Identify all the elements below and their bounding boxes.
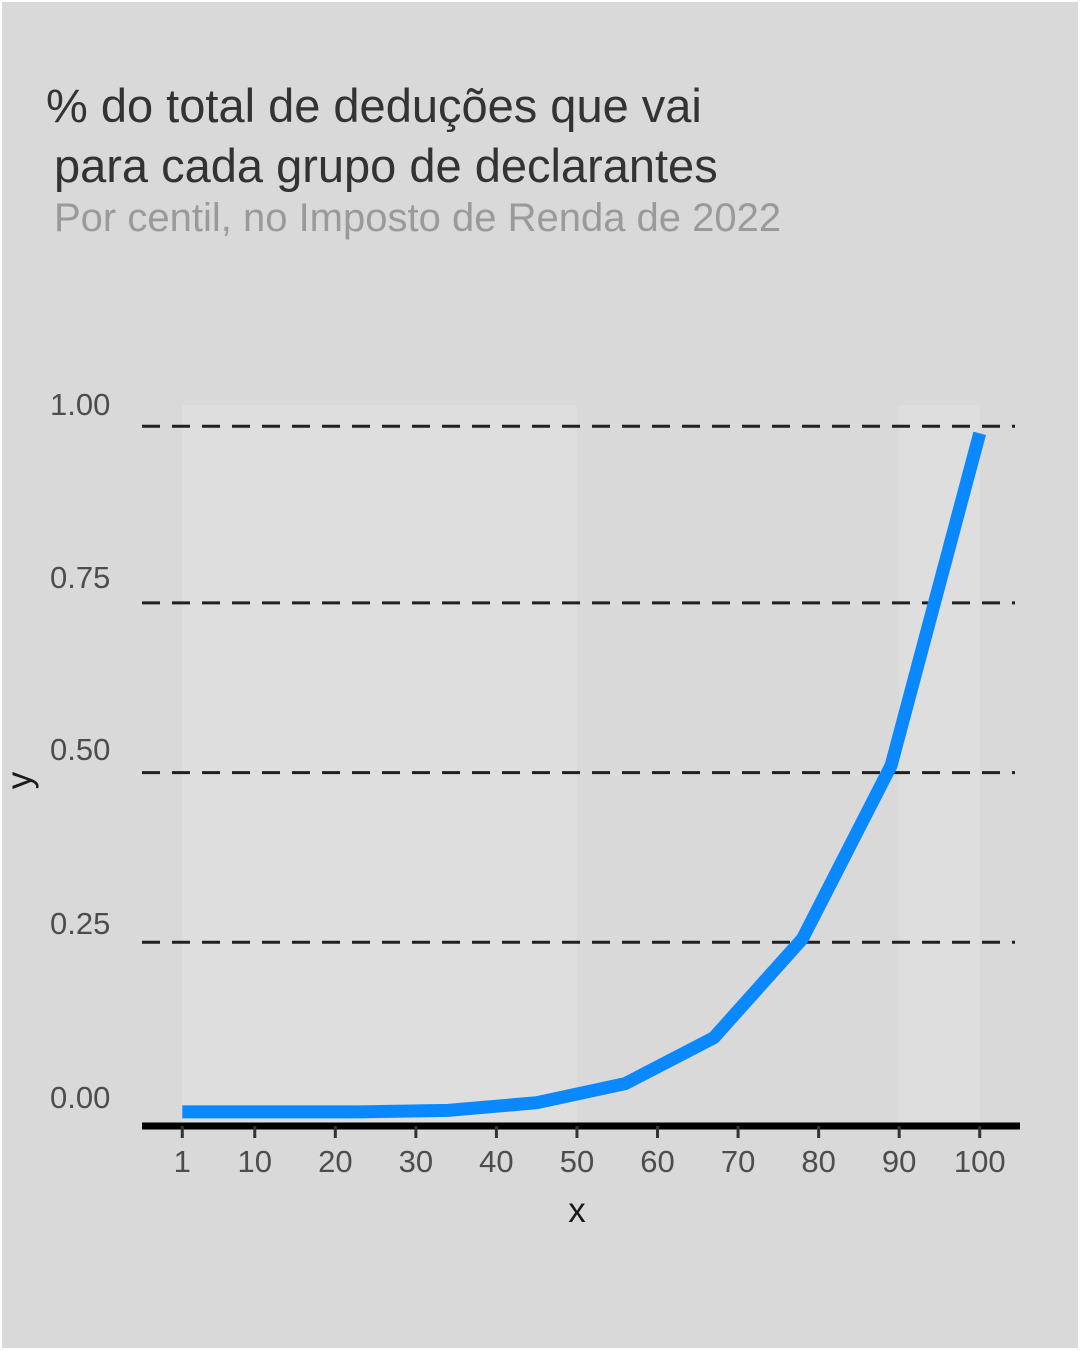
x-tick-label-20: 20 xyxy=(318,1144,352,1179)
x-tick-label-40: 40 xyxy=(479,1144,513,1179)
x-tick-label-70: 70 xyxy=(721,1144,755,1179)
x-tick-label-30: 30 xyxy=(399,1144,433,1179)
y-tick-label-0: 0.00 xyxy=(50,1080,110,1115)
x-tick-label-100: 100 xyxy=(954,1144,1006,1179)
x-axis-title: x xyxy=(568,1191,586,1230)
x-tick-label-10: 10 xyxy=(238,1144,272,1179)
gridlines xyxy=(142,424,1015,944)
y-tick-label-3: 0.75 xyxy=(50,560,110,595)
chart-subtitle: Por centil, no Imposto de Renda de 2022 xyxy=(54,196,782,240)
x-tick-label-60: 60 xyxy=(640,1144,674,1179)
background-band-1 xyxy=(182,405,577,1126)
x-tick-label-1: 1 xyxy=(174,1144,191,1179)
y-tick-label-1: 0.25 xyxy=(50,906,110,941)
x-tick-label-50: 50 xyxy=(560,1144,594,1179)
y-axis-ticks: 0.00 0.25 0.50 0.75 1.00 xyxy=(50,387,110,1115)
background-bands xyxy=(182,405,980,1126)
x-tick-label-90: 90 xyxy=(882,1144,916,1179)
y-axis-title: y xyxy=(0,771,39,789)
x-tick-label-80: 80 xyxy=(801,1144,835,1179)
background-band-3 xyxy=(899,405,980,1126)
series-line xyxy=(182,431,986,1119)
chart-title-line-1: % do total de deduções que vai xyxy=(46,79,702,132)
x-axis-ticks: 1 10 20 30 40 50 60 70 80 90 100 xyxy=(174,1126,1006,1179)
y-tick-label-2: 0.50 xyxy=(50,732,110,767)
y-tick-label-4: 1.00 xyxy=(50,387,110,422)
chart-title-line-2: para cada grupo de declarantes xyxy=(54,139,718,192)
